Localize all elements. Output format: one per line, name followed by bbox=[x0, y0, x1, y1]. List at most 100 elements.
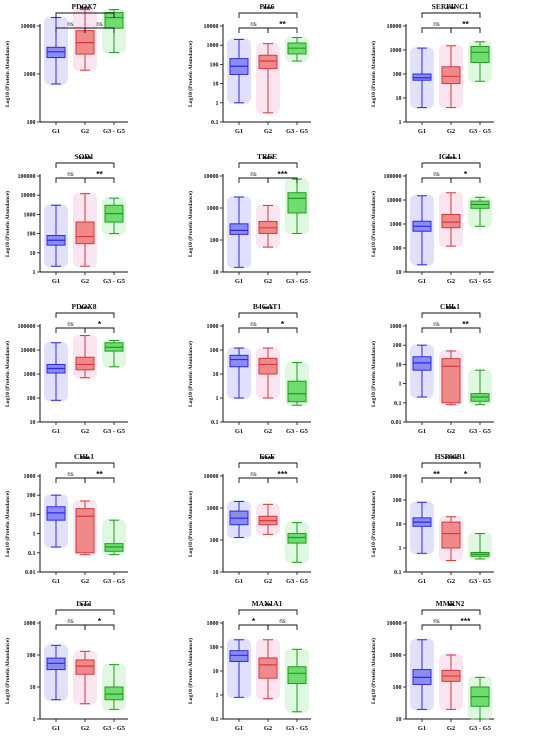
significance-bracket: * bbox=[267, 319, 298, 333]
x-tick-label: G1 bbox=[418, 128, 426, 135]
y-axis-label: Log10 (Protein Abundance) bbox=[370, 191, 377, 257]
box-g2 bbox=[439, 191, 463, 248]
box-g2 bbox=[73, 8, 97, 72]
x-tick-label: G1 bbox=[418, 278, 426, 285]
bracket-line bbox=[238, 609, 298, 615]
y-tick-label: 100000 bbox=[18, 324, 36, 330]
y-tick-label: 1000 bbox=[24, 474, 36, 480]
y-tick-label: 10000 bbox=[387, 198, 402, 204]
significance-label: * bbox=[281, 319, 285, 329]
y-tick-label: 100 bbox=[210, 348, 219, 354]
y-tick-label: 0.1 bbox=[211, 420, 219, 426]
x-tick-label: G1 bbox=[235, 278, 243, 285]
significance-bracket: ns bbox=[267, 619, 298, 630]
bracket-line bbox=[238, 12, 298, 18]
significance-bracket: *** bbox=[421, 154, 481, 168]
y-tick-label: 100 bbox=[210, 538, 219, 544]
y-tick-label: 1000 bbox=[390, 222, 402, 228]
box-g3-g5 bbox=[285, 648, 309, 713]
box-g2 bbox=[73, 192, 97, 268]
significance-bracket: *** bbox=[450, 616, 481, 630]
box-g1 bbox=[44, 644, 68, 701]
x-tick-label: G2 bbox=[447, 278, 455, 285]
x-tick-label: G3 - G5 bbox=[103, 578, 126, 585]
x-tick-label: G3 - G5 bbox=[286, 128, 309, 135]
box-iqr bbox=[258, 54, 278, 70]
significance-label: ** bbox=[448, 601, 455, 611]
significance-bracket: ns bbox=[238, 322, 269, 333]
chart-title: PDOX8 bbox=[72, 302, 97, 311]
significance-bracket: ns bbox=[421, 322, 452, 333]
y-tick-label: 100 bbox=[27, 493, 36, 499]
significance-label: *** bbox=[80, 304, 91, 314]
chart-title: B4GAT1 bbox=[253, 302, 281, 311]
significance-label: *** bbox=[263, 304, 274, 314]
y-tick-label: 10 bbox=[396, 362, 402, 368]
y-axis-label: Log10 (Protein Abundance) bbox=[370, 491, 377, 557]
box-g1 bbox=[410, 194, 434, 266]
bracket-line bbox=[238, 162, 298, 168]
x-tick-label: G3 - G5 bbox=[103, 278, 126, 285]
chart-title: MMRN2 bbox=[436, 599, 465, 608]
significance-bracket: ns bbox=[55, 172, 86, 183]
y-tick-label: 10000 bbox=[21, 193, 36, 199]
box-g1 bbox=[44, 204, 68, 268]
significance-bracket: *** bbox=[55, 4, 115, 18]
bracket-line bbox=[55, 327, 86, 333]
significance-bracket: *** bbox=[267, 469, 298, 483]
significance-bracket: ns bbox=[238, 172, 269, 183]
box-iqr bbox=[287, 380, 307, 403]
y-tick-label: 10 bbox=[213, 669, 219, 675]
y-tick-label: 10 bbox=[213, 82, 219, 88]
y-axis-label: Log10 (Protein Abundance) bbox=[4, 341, 11, 407]
chart-panel-3: SERPINC1 Log10 (Protein Abundance) 1 10 100 1… bbox=[370, 2, 494, 135]
x-tick-label: G1 bbox=[418, 428, 426, 435]
chart-title: HSP90B1 bbox=[435, 452, 466, 461]
significance-label: * bbox=[98, 319, 102, 329]
significance-bracket: ns bbox=[55, 472, 86, 483]
y-tick-label: 100 bbox=[393, 685, 402, 691]
chart-title: IST1 bbox=[76, 599, 92, 608]
box-iqr bbox=[287, 532, 307, 544]
chart-title: EGF bbox=[259, 452, 275, 461]
y-tick-label: 10000 bbox=[21, 348, 36, 354]
significance-label: ** bbox=[462, 19, 469, 29]
y-tick-label: 10 bbox=[396, 96, 402, 102]
box-g2 bbox=[256, 42, 280, 114]
y-axis-label: Log10 (Protein Abundance) bbox=[4, 491, 11, 557]
chart-panel-14: MAN1A1 Log10 (Protein Abundance) 0.1 1 10 100… bbox=[187, 599, 311, 732]
significance-label: ns bbox=[433, 172, 439, 178]
y-tick-label: 1 bbox=[216, 693, 219, 699]
significance-bracket: ns bbox=[421, 22, 452, 33]
x-tick-label: G3 - G5 bbox=[103, 128, 126, 135]
significance-label: ** bbox=[96, 169, 103, 179]
box-iqr bbox=[258, 657, 278, 679]
y-tick-label: 1 bbox=[399, 382, 402, 388]
box-g2 bbox=[256, 347, 280, 399]
significance-bracket: ** bbox=[84, 169, 115, 183]
chart-panel-7: PDOX8 Log10 (Protein Abundance) 10 100 1000 1… bbox=[4, 302, 128, 435]
bracket-line bbox=[55, 162, 115, 168]
x-tick-label: G1 bbox=[52, 128, 60, 135]
significance-label: *** bbox=[80, 454, 91, 464]
x-tick-label: G1 bbox=[52, 578, 60, 585]
y-tick-label: 1000 bbox=[207, 506, 219, 512]
bracket-line bbox=[421, 462, 481, 468]
box-iqr bbox=[441, 66, 461, 85]
x-tick-label: G3 - G5 bbox=[286, 278, 309, 285]
significance-label: ** bbox=[433, 469, 440, 479]
box-g2 bbox=[256, 204, 280, 249]
significance-label: *** bbox=[461, 616, 472, 626]
y-tick-label: 1 bbox=[399, 546, 402, 552]
significance-label: ns bbox=[67, 172, 73, 178]
y-tick-label: 100 bbox=[210, 62, 219, 68]
y-tick-label: 1000 bbox=[24, 621, 36, 627]
y-axis-label: Log10 (Protein Abundance) bbox=[187, 491, 194, 557]
bracket-line bbox=[421, 327, 452, 333]
chart-title: MAN1A1 bbox=[252, 599, 283, 608]
box-iqr bbox=[441, 521, 461, 549]
y-tick-label: 0.1 bbox=[394, 570, 402, 576]
box-g1 bbox=[227, 347, 251, 399]
y-tick-label: 1000 bbox=[390, 48, 402, 54]
y-tick-label: 1 bbox=[33, 717, 36, 723]
